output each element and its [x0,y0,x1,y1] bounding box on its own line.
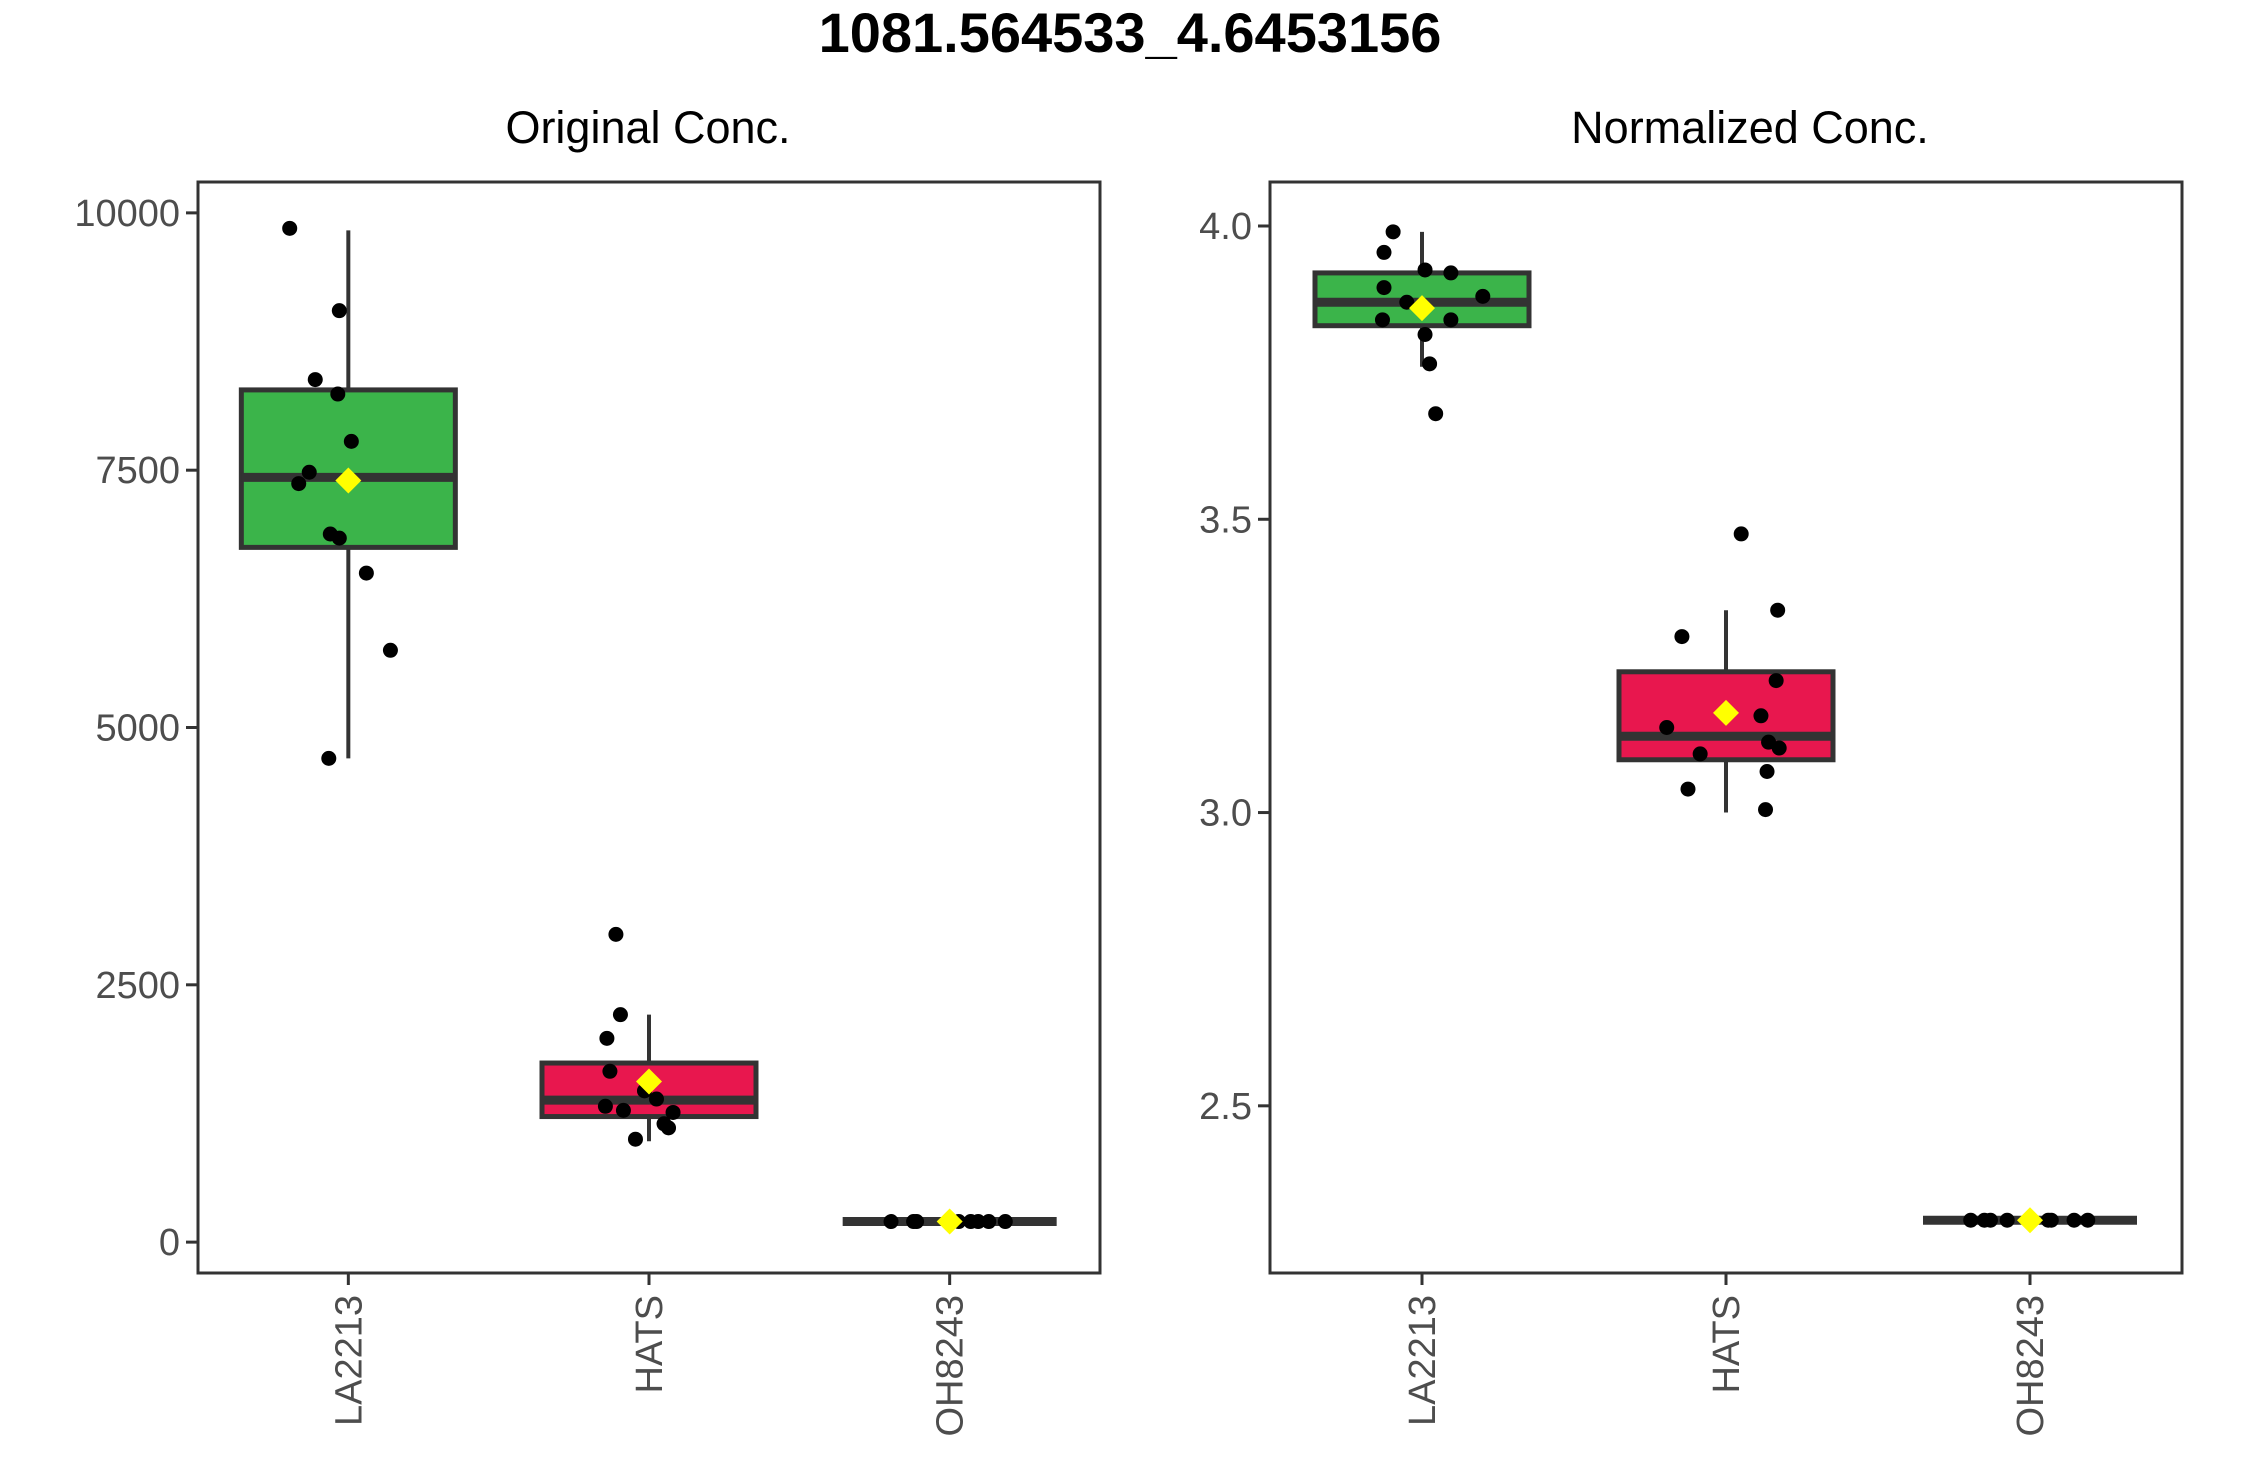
data-point [330,386,346,402]
mean-marker [1713,699,1739,726]
data-point [1680,781,1696,797]
data-point [1417,262,1433,278]
data-point [1385,224,1401,240]
data-point [883,1214,899,1230]
panel-original-conc: Original Conc. 0 2500 5000 7500 10000 LA2213 H… [74,102,1102,1437]
data-point [597,1098,613,1114]
data-point [282,220,298,236]
data-point [1692,746,1708,762]
x-tick-label: OH8243 [930,1295,972,1437]
data-point [1753,708,1769,724]
y-tick-label: 3.5 [1199,499,1252,541]
data-point [661,1120,677,1136]
data-point [291,476,307,492]
box-hats [539,926,759,1147]
data-point [1771,740,1787,756]
data-point [1428,406,1444,422]
data-point [1422,356,1438,372]
box-oh8243 [842,1208,1057,1235]
data-point [1443,265,1459,281]
panel-normalized-conc: Normalized Conc. 2.5 3.0 3.5 4.0 LA2213 HATS O… [1199,102,2184,1437]
data-point [331,303,347,319]
data-point [1963,1212,1979,1228]
panel-title: Original Conc. [505,102,790,153]
box-la2213 [238,220,458,766]
data-point [970,1214,986,1230]
x-tick-label: LA2213 [1402,1295,1444,1426]
box-oh8243 [1923,1207,2137,1234]
data-point [1758,802,1774,818]
data-point [665,1104,681,1120]
box-la2213 [1312,224,1532,422]
mean-marker [335,467,362,494]
data-point [1475,288,1491,304]
y-tick-label: 10000 [74,193,180,235]
y-tick-label: 2.5 [1199,1086,1252,1128]
x-tick-label: LA2213 [328,1295,370,1426]
data-point [1659,720,1675,735]
data-point [608,926,624,942]
y-tick-label: 7500 [95,450,180,492]
data-point [599,1030,615,1046]
y-tick-label: 3.0 [1199,793,1252,835]
y-tick-label: 5000 [95,708,180,750]
mean-marker [2017,1207,2043,1234]
data-point [1376,280,1392,296]
y-tick-label: 0 [159,1222,180,1264]
x-tick-label: OH8243 [2010,1295,2052,1437]
data-point [649,1091,665,1107]
data-point [382,642,398,658]
box-hats [1616,526,1836,818]
data-point [1759,763,1775,779]
y-tick-label: 2500 [95,965,180,1007]
data-point [627,1131,643,1147]
x-tick-label: HATS [1706,1295,1748,1394]
data-point [1770,602,1786,618]
mean-marker [936,1208,963,1235]
y-tick-label: 4.0 [1199,206,1252,248]
data-point [343,433,359,449]
panel-title: Normalized Conc. [1571,102,1929,153]
box-iqr [238,387,458,550]
data-point [1999,1212,2015,1228]
data-point [1768,673,1784,689]
data-point [1982,1212,1998,1228]
panel-border [196,180,1102,1275]
data-point [331,530,347,546]
data-point [1376,244,1392,260]
data-point [321,750,337,766]
data-point [1733,526,1749,542]
data-point [997,1214,1013,1230]
data-point [307,372,323,388]
x-tick-label: HATS [629,1295,671,1394]
data-point [1443,312,1459,328]
data-point [358,565,374,581]
data-point [1417,327,1433,343]
figure-title: 1081.564533_4.6453156 [819,1,1442,64]
panel-border [1268,180,2184,1275]
data-point [1399,294,1415,310]
data-point [615,1102,631,1118]
data-point [301,464,317,480]
data-point [1674,629,1690,645]
data-point [909,1214,925,1230]
data-point [2043,1212,2059,1228]
data-point [2066,1212,2082,1228]
mean-marker [1409,295,1435,322]
data-point [981,1214,997,1230]
data-point [602,1063,618,1079]
mean-marker [636,1068,662,1095]
data-point [1374,312,1390,328]
data-point [612,1007,628,1023]
data-point [2080,1212,2096,1228]
